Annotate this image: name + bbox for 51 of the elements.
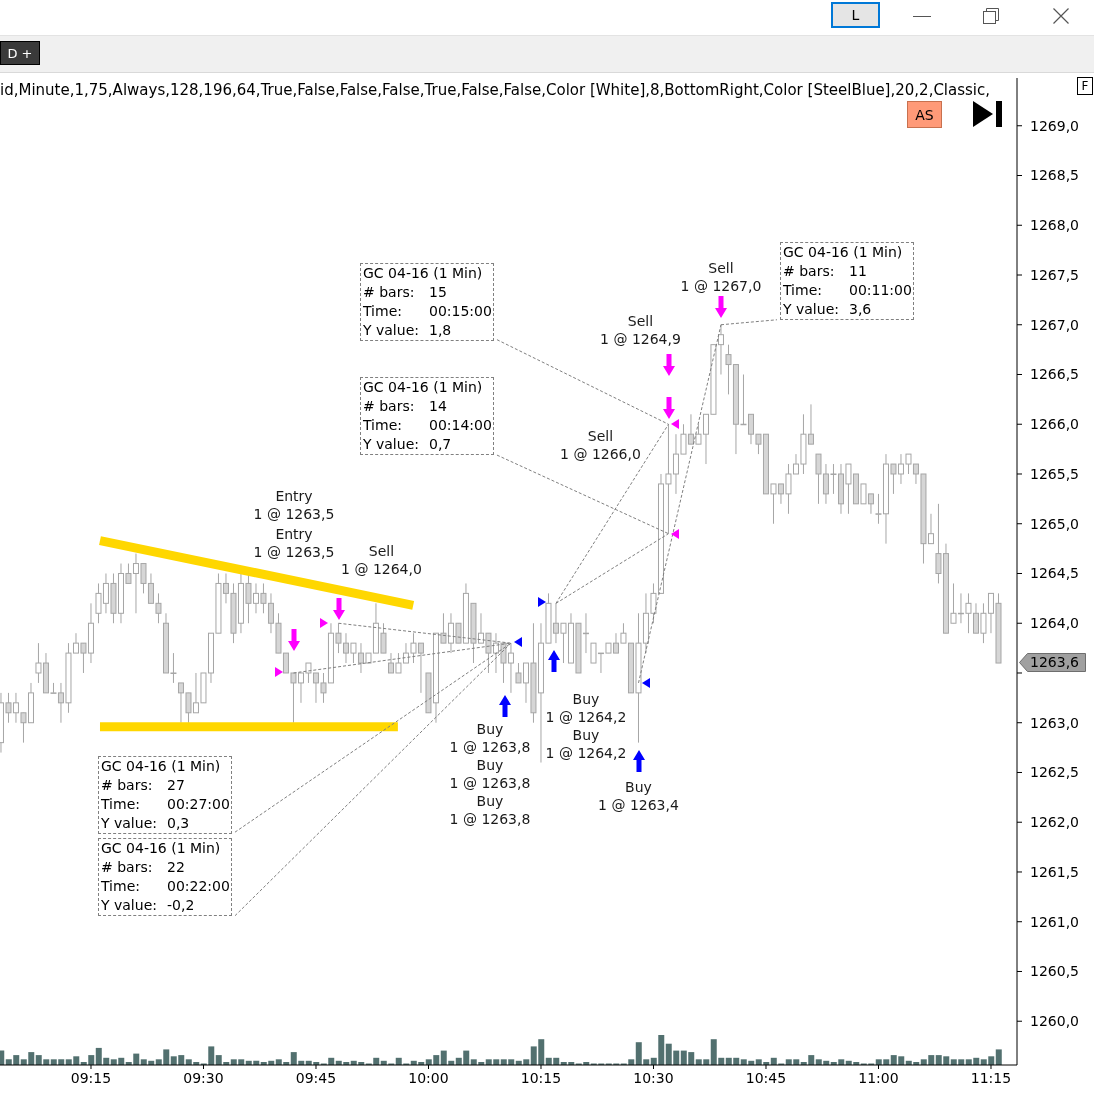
annotation: AS — [915, 106, 934, 123]
button: AS — [907, 101, 942, 128]
annotation: Buy 1 @ 1264,2 — [544, 690, 628, 726]
x-tick-label: 10:00 — [408, 1069, 449, 1086]
y-tick-label: 1269,0 — [1030, 117, 1079, 134]
y-tick-label: 1265,0 — [1030, 515, 1079, 532]
x-tick-label: 09:30 — [183, 1069, 224, 1086]
y-tick-label: 1266,5 — [1030, 366, 1079, 383]
y-tick-label: 1264,0 — [1030, 615, 1079, 632]
annotation: Sell 1 @ 1264,0 — [340, 543, 423, 578]
dashed-box: GC 04-16 (1 Min) # bars: 22 Time: 00:22:00 Y value: -0,2 — [98, 838, 232, 916]
x-tick-label: 10:45 — [745, 1069, 787, 1086]
y-tick-label: 1268,5 — [1030, 167, 1079, 184]
x-tick-label: 10:15 — [520, 1069, 562, 1086]
y-tick-label: 1260,0 — [1030, 1013, 1079, 1030]
annotation: Buy 1 @ 1263,4 — [597, 777, 680, 814]
annotation: Buy 1 @ 1263,8 — [448, 792, 532, 828]
y-tick-label: 1268,0 — [1030, 217, 1079, 234]
x-tick-label: 10:30 — [633, 1069, 674, 1086]
button: F — [1077, 77, 1093, 95]
y-tick-label: 1266,0 — [1030, 416, 1079, 433]
annotation: Buy 1 @ 1264,2 — [544, 726, 628, 762]
annotation: Entry 1 @ 1263,5 — [252, 487, 336, 523]
x-tick-label: 11:00 — [858, 1069, 899, 1086]
annotation: Buy 1 @ 1263,8 — [448, 720, 532, 756]
y-tick-label: 1262,0 — [1030, 814, 1079, 831]
y-tick-label: 1261,5 — [1030, 863, 1079, 880]
dashed-box: GC 04-16 (1 Min) # bars: 15 Time: 00:15:00 Y value: 1,8 — [360, 263, 494, 341]
annotation: id,Minute,1,75,Always,128,196,64,True,False,False,False,True,False,False,Color [White],8,BottomRight,Color [SteelBlue],20,2,Classic, — [0, 81, 991, 99]
y-tick-label: 1261,0 — [1030, 913, 1079, 930]
annotation: Sell 1 @ 1267,0 — [679, 259, 763, 295]
annotation: Sell 1 @ 1266,0 — [559, 427, 642, 463]
dashed-box: GC 04-16 (1 Min) # bars: 27 Time: 00:27:00 Y value: 0,3 — [98, 756, 232, 834]
x-tick-label: 09:15 — [70, 1069, 112, 1086]
dashed-box: GC 04-16 (1 Min) # bars: 11 Time: 00:11:00 Y value: 3,6 — [780, 242, 914, 320]
x-tick-label: 11:15 — [970, 1069, 1012, 1086]
annotation: Sell 1 @ 1264,9 — [599, 312, 682, 348]
y-tick-label: 1264,5 — [1030, 565, 1079, 582]
y-tick-label: 1260,5 — [1030, 963, 1079, 980]
tab: D + — [0, 41, 40, 65]
dashed-box: GC 04-16 (1 Min) # bars: 14 Time: 00:14:00 Y value: 0,7 — [360, 377, 494, 455]
button: L — [831, 2, 880, 28]
annotation: Buy 1 @ 1263,8 — [448, 756, 532, 792]
y-tick-label: 1262,5 — [1030, 764, 1079, 781]
y-tick-label: 1267,5 — [1030, 266, 1079, 283]
y-tick-label: 1263,0 — [1030, 714, 1079, 731]
x-tick-label: 09:45 — [295, 1069, 337, 1086]
text: 1263,6 — [1030, 653, 1079, 672]
y-tick-label: 1265,5 — [1030, 465, 1079, 482]
annotation: Entry 1 @ 1263,5 — [252, 525, 336, 561]
y-tick-label: 1267,0 — [1030, 316, 1079, 333]
